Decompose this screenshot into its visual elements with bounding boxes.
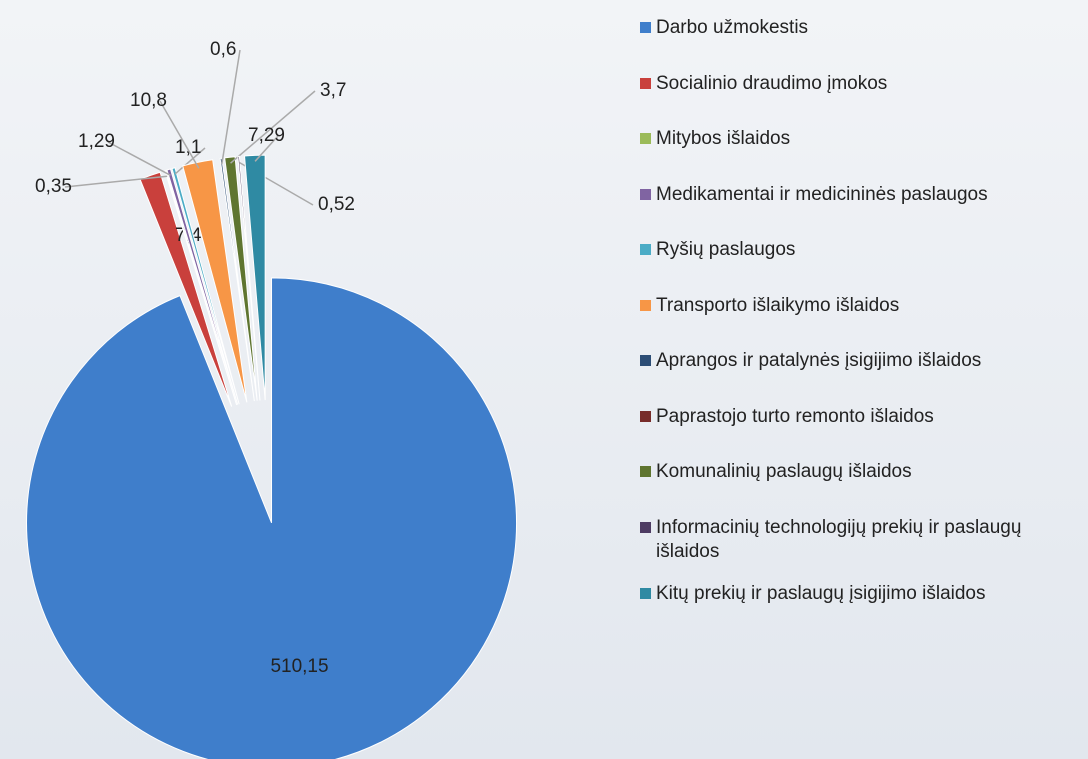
legend-swatch [640, 521, 651, 533]
legend-entry: Socialinio draudimo įmokos [640, 72, 1086, 96]
legend-label: Informacinių technologijų prekių ir pasl… [656, 516, 1022, 562]
legend-label: Komunalinių paslaugų išlaidos [656, 461, 912, 482]
leader-line [174, 147, 206, 175]
data-label: 7,29 [248, 125, 285, 146]
legend-entry: Paprastojo turto remonto išlaidos [640, 405, 1086, 429]
slice [237, 155, 261, 401]
legend-label: Mitybos išlaidos [656, 128, 791, 149]
leader-line [221, 49, 241, 165]
leader-line [107, 141, 171, 176]
slice [182, 159, 248, 403]
leader-line [254, 135, 279, 162]
legend-entry: Informacinių technologijų prekių ir pasl… [640, 516, 1086, 564]
data-label: 0,35 [35, 176, 72, 197]
legend-swatch [640, 188, 651, 200]
legend-label: Kitų prekių ir paslaugų įsigijimo išlaid… [656, 582, 986, 604]
legend-entry: Transporto išlaikymo išlaidos [640, 294, 1086, 318]
legend-label: Medikamentai ir medicininės paslaugos [656, 183, 988, 205]
slice [171, 167, 240, 405]
legend-label: Darbo užmokestis [656, 17, 809, 38]
slice [224, 156, 258, 401]
legend-swatch [640, 77, 651, 89]
leader-line [159, 100, 200, 169]
legend-swatch [640, 244, 651, 255]
legend-swatch [640, 355, 651, 366]
data-label: 3,7 [320, 80, 346, 101]
legend-label: Transporto išlaikymo išlaidos [656, 294, 900, 316]
slice [26, 277, 517, 759]
slice [243, 154, 266, 401]
data-label: 10,8 [130, 90, 167, 111]
data-label: 0,52 [318, 194, 355, 215]
legend-swatch [640, 587, 651, 599]
legend-swatch [640, 466, 651, 477]
leader-line [64, 175, 168, 188]
slice [219, 157, 255, 402]
legend-swatch [640, 410, 651, 422]
data-label: 510,15 [270, 656, 328, 677]
legend-label: Ryšių paslaugos [656, 239, 796, 260]
data-label: 1,1 [175, 137, 201, 158]
legend-entry: Darbo užmokestis [640, 16, 1086, 40]
legend-entry: Ryšių paslaugos [640, 238, 1086, 262]
legend-label: Paprastojo turto remonto išlaidos [656, 405, 934, 427]
legend-label: Aprangos ir patalynės įsigijimo išlaidos [656, 350, 982, 371]
slice [164, 169, 238, 406]
legend-entry: Medikamentai ir medicininės paslaugos [640, 183, 1086, 207]
data-label: 1,29 [78, 131, 115, 152]
legend-label: Socialinio draudimo įmokos [656, 72, 888, 94]
leader-line [230, 90, 316, 164]
slice [166, 168, 239, 405]
legend-swatch [640, 22, 651, 33]
legend-entry: Kitų prekių ir paslaugų įsigijimo išlaid… [640, 582, 1086, 606]
legend-swatch [640, 133, 651, 144]
legend-swatch [640, 299, 651, 311]
pie: 510,157,480,351,291,110,80,63,70,527,29 [26, 39, 517, 759]
data-label: 0,6 [210, 39, 236, 60]
legend-entry: Komunalinių paslaugų išlaidos [640, 460, 1086, 484]
legend-entry: Aprangos ir patalynės įsigijimo išlaidos [640, 349, 1086, 373]
legend-entry: Mitybos išlaidos [640, 127, 1086, 151]
